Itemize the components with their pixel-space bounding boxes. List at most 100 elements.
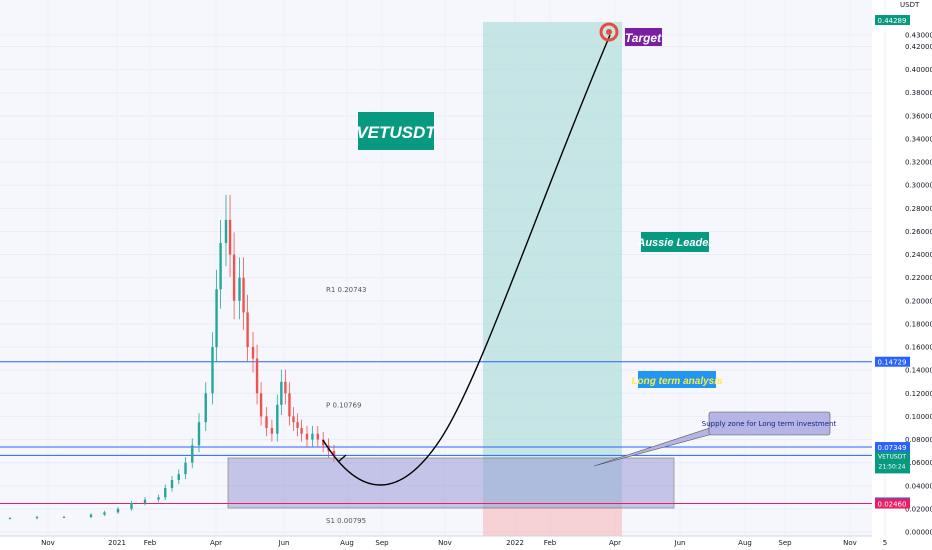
x-tick-label: 5 [883, 539, 887, 547]
price-badge-label: 0.02460 [878, 501, 907, 509]
candle-body [259, 393, 263, 417]
y-tick-label: 0.02000 [905, 505, 932, 513]
title-banner[interactable]: VETUSDT [356, 112, 437, 150]
target-label[interactable]: Target [625, 28, 662, 46]
x-tick-label: 2022 [506, 539, 524, 547]
candle-body [276, 404, 279, 434]
y-tick-label: 0.04000 [905, 482, 932, 490]
y-tick-label: 0.22000 [905, 274, 932, 282]
candle-body [300, 427, 303, 434]
price-badge [875, 442, 910, 453]
current-symbol: VETUSDT [878, 453, 906, 460]
y-tick-label: 0.10000 [905, 413, 932, 421]
candle-body [224, 219, 228, 243]
author-banner[interactable]: Aussie Leader [636, 232, 713, 252]
candle-body [191, 445, 194, 463]
pivot-label: S1 0.00795 [326, 517, 366, 525]
projection-curve[interactable] [322, 34, 611, 486]
y-tick-label: 0.24000 [905, 251, 932, 259]
x-tick-label: Feb [144, 539, 157, 547]
y-tick-label: 0.34000 [905, 135, 932, 143]
x-tick-label: Apr [609, 539, 621, 547]
time-axis[interactable]: Nov 2021 Feb Apr Jun Aug Sep Nov 2022 Feb Apr Jun Au… [41, 539, 887, 547]
y-tick-label: 0.06000 [905, 459, 932, 467]
quote-currency: USDT [900, 1, 920, 9]
subtitle-text: Long term analysis [631, 376, 723, 387]
author-text: Aussie Leader [636, 237, 713, 249]
y-tick-label: 0.43000 [905, 31, 932, 39]
price-badge [875, 498, 910, 509]
x-tick-label: Sep [778, 539, 792, 547]
y-tick-label: 0.32000 [905, 159, 932, 167]
y-tick-label: 0.14000 [905, 367, 932, 375]
candle-body [292, 416, 295, 423]
x-tick-label: Aug [340, 539, 354, 547]
x-tick-label: Apr [210, 539, 222, 547]
x-tick-label: Nov [438, 539, 452, 547]
candle-body [8, 518, 12, 520]
candle-body [215, 289, 218, 348]
pivot-label: R1 0.20743 [326, 286, 367, 294]
x-tick-label: Nov [843, 539, 857, 547]
candle-body [284, 381, 287, 394]
callout-text: Supply zone for Long term investment [702, 420, 837, 428]
y-tick-label: 0.00000 [905, 529, 932, 537]
candle-body [228, 219, 232, 255]
candle-body [265, 416, 268, 428]
subtitle-banner[interactable]: Long term analysis [631, 371, 723, 388]
target-circle-icon[interactable] [599, 22, 619, 42]
y-tick-label: 0.20000 [905, 297, 932, 305]
price-badge-label: 0.07349 [878, 444, 907, 452]
title-text: VETUSDT [356, 123, 437, 142]
supply-zone-box[interactable] [227, 457, 675, 509]
profit-zone [483, 22, 622, 505]
x-tick-label: Sep [375, 539, 389, 547]
candle-body [280, 381, 283, 405]
callout-box[interactable]: Supply zone for Long term investment [702, 411, 837, 436]
price-axis[interactable]: 0.43000 0.42000 0.40000 0.38000 0.36000 0.340… [905, 31, 932, 536]
candle-body [204, 393, 207, 423]
candle-body [157, 497, 160, 500]
candle-body [242, 277, 245, 313]
candle-body [35, 516, 39, 519]
price-badge-label: 0.14729 [878, 359, 907, 367]
candle-body [270, 427, 274, 434]
x-tick-label: Nov [41, 539, 55, 547]
x-tick-label: Aug [738, 539, 752, 547]
candle-body [232, 254, 236, 301]
candle-body [322, 439, 325, 446]
candle-body [311, 433, 314, 440]
y-tick-label: 0.28000 [905, 205, 932, 213]
candle-body [211, 347, 214, 394]
price-badge-label: 0.44289 [878, 17, 907, 25]
candle-body [62, 516, 66, 518]
y-tick-label: 0.18000 [905, 320, 932, 328]
candle-body [251, 347, 255, 359]
y-tick-label: 0.38000 [905, 89, 932, 97]
y-tick-label: 0.40000 [905, 66, 932, 74]
candle-body [103, 512, 106, 515]
candle-body [332, 451, 336, 456]
y-tick-label: 0.12000 [905, 390, 932, 398]
candle-body [164, 488, 167, 498]
candle-body [177, 474, 180, 480]
candle-body [143, 499, 147, 504]
x-tick-label: Jun [674, 539, 686, 547]
pivot-label: P 0.10769 [326, 402, 361, 410]
x-tick-label: 2021 [108, 539, 126, 547]
candle-body [296, 422, 299, 428]
y-tick-label: 0.36000 [905, 112, 932, 120]
y-tick-label: 0.08000 [905, 436, 932, 444]
candle-body [238, 277, 241, 301]
price-badge [875, 15, 910, 26]
x-tick-label: Jun [278, 539, 290, 547]
candle-body [184, 462, 187, 475]
candle-body [288, 393, 291, 417]
current-price-badge [875, 451, 910, 474]
y-tick-label: 0.30000 [905, 182, 932, 190]
y-tick-label: 0.42000 [905, 43, 932, 51]
y-tick-label: 0.26000 [905, 228, 932, 236]
curve-start-arrow [337, 454, 347, 463]
price-badges: 0.442890.147290.073490.066260.025560.024… [875, 15, 910, 509]
